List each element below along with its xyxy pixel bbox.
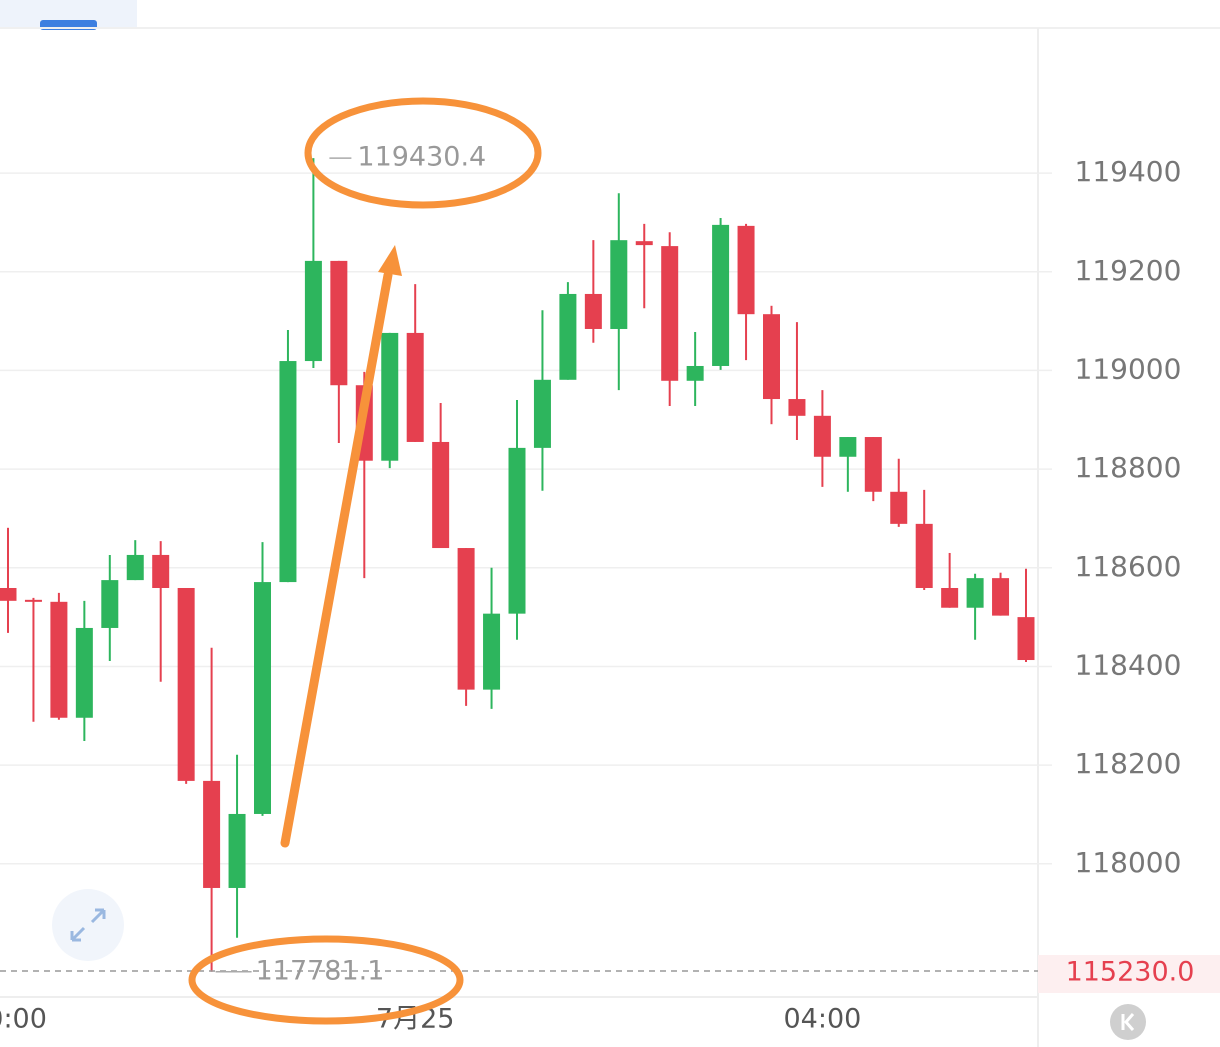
x-tick-label: 00:00 xyxy=(0,1004,47,1035)
candle-body xyxy=(457,548,475,690)
expand-button[interactable] xyxy=(52,889,124,961)
scroll-end-icon xyxy=(1121,1013,1135,1031)
candle-body xyxy=(483,613,501,690)
candle-body xyxy=(763,314,780,400)
candle-body xyxy=(101,580,119,628)
scroll-end-button[interactable] xyxy=(1110,1004,1146,1040)
candle-body xyxy=(890,491,908,524)
candle-body xyxy=(813,415,831,457)
arrow-shaft xyxy=(280,270,393,848)
candle-body xyxy=(406,332,424,442)
candle-body xyxy=(432,441,450,549)
candle-body xyxy=(864,437,882,492)
y-tick-label: 118400 xyxy=(1075,648,1182,681)
highlight-circle xyxy=(304,97,542,209)
candle-body xyxy=(915,523,933,588)
candle-body xyxy=(788,399,806,416)
candle-body xyxy=(126,554,144,581)
y-tick-label: 118600 xyxy=(1075,550,1182,583)
candle-body xyxy=(0,587,17,601)
candle-body xyxy=(839,437,857,457)
high-label: 119430.4 xyxy=(357,142,486,173)
candle-body xyxy=(50,601,68,718)
candle-body xyxy=(75,627,93,718)
candle-body xyxy=(24,599,42,602)
candle-body xyxy=(559,293,577,380)
price-tag-bg xyxy=(1038,955,1220,993)
candle-body xyxy=(279,361,297,583)
candle-body xyxy=(533,379,551,448)
candle-body xyxy=(304,260,322,362)
candle-body xyxy=(381,332,399,461)
candle-body xyxy=(610,240,628,329)
candle-body xyxy=(254,582,271,814)
candle-body xyxy=(584,293,602,329)
candle-body xyxy=(228,813,246,888)
highlight-circle xyxy=(188,935,464,1025)
candle-body xyxy=(712,224,730,366)
price-tag: 115230.0 xyxy=(1066,957,1195,988)
candle-body xyxy=(737,225,755,315)
arrow-head xyxy=(378,245,402,276)
candle-body xyxy=(203,780,221,888)
candle-body xyxy=(686,365,704,381)
y-tick-label: 119200 xyxy=(1075,254,1182,287)
candle-body xyxy=(177,587,195,781)
candle-body xyxy=(1017,617,1035,661)
candle-body xyxy=(941,587,959,608)
low-label: 117781.1 xyxy=(256,955,385,986)
x-tick-label: 04:00 xyxy=(783,1004,861,1035)
candle-body xyxy=(635,241,653,246)
candle-body xyxy=(966,578,984,608)
candle-body xyxy=(992,578,1010,616)
labels: 118000 118200 118400 118600 118800 119000 1192… xyxy=(0,142,1181,1035)
expand-icon xyxy=(70,908,106,942)
y-tick-label: 118000 xyxy=(1075,846,1182,879)
candles xyxy=(0,158,1035,972)
candle-body xyxy=(152,554,170,588)
candle-body xyxy=(508,447,526,614)
y-tick-label: 119000 xyxy=(1075,352,1182,385)
y-tick-label: 118800 xyxy=(1075,451,1182,484)
candle-body xyxy=(330,260,348,386)
candle-body xyxy=(661,246,679,381)
y-tick-label: 118200 xyxy=(1075,747,1182,780)
y-tick-label: 119400 xyxy=(1075,155,1182,188)
